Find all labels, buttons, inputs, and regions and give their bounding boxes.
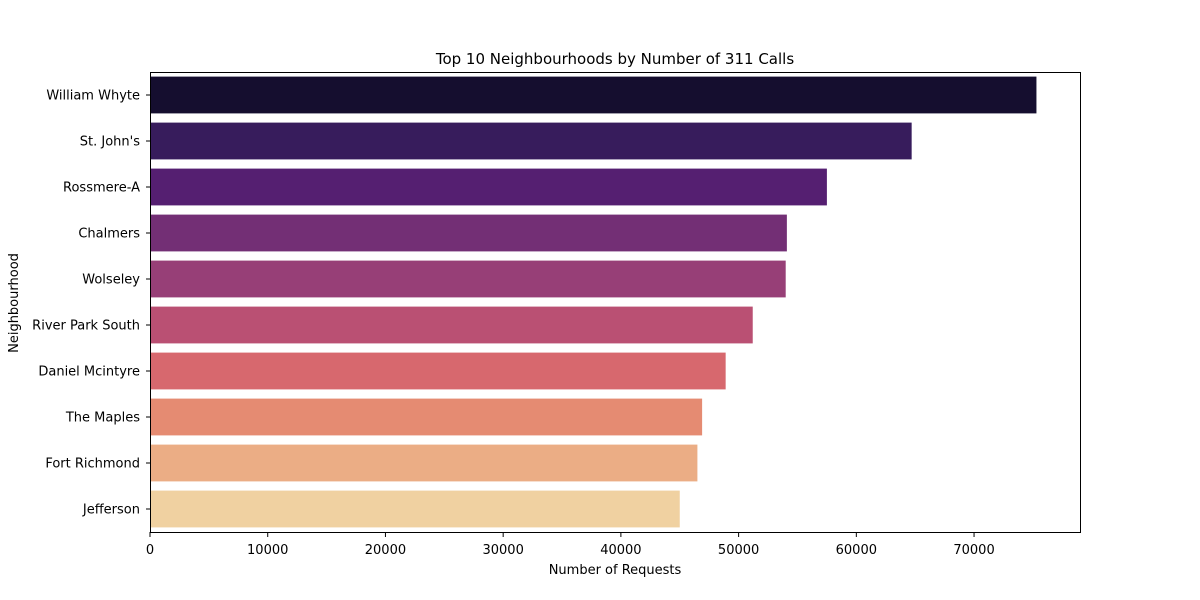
bar-river-park-south	[150, 306, 753, 344]
x-axis-label: Number of Requests	[549, 563, 682, 578]
y-tick-label: Chalmers	[78, 227, 140, 242]
y-tick-label: Daniel Mcintyre	[38, 365, 140, 380]
y-tick-label: Wolseley	[82, 273, 140, 288]
x-tick-label: 30000	[482, 543, 523, 558]
bar-chalmers	[150, 214, 787, 252]
bar-st-john-s	[150, 122, 912, 160]
bar-daniel-mcintyre	[150, 352, 726, 390]
y-tick-label: Fort Richmond	[45, 457, 140, 472]
x-tick-label: 0	[146, 543, 154, 558]
y-tick-label: William Whyte	[46, 89, 140, 104]
x-tick-label: 20000	[365, 543, 406, 558]
y-axis-categories: William Whyte St. John's Rossmere-A Chalmer…	[32, 89, 150, 518]
plot-frame	[150, 72, 1081, 533]
y-tick-label: Rossmere-A	[63, 181, 140, 196]
x-tick-label: 70000	[953, 543, 994, 558]
x-tick-label: 10000	[247, 543, 288, 558]
bar-william-whyte	[150, 76, 1037, 114]
x-axis-ticks: 0 10000 20000 30000 40000 50000 60000 70000	[146, 532, 995, 558]
y-axis-label: Neighbourhood	[7, 253, 22, 353]
bar-wolseley	[150, 260, 786, 298]
y-tick-label: Jefferson	[82, 503, 140, 518]
y-tick-label: River Park South	[32, 319, 140, 334]
y-tick-label: St. John's	[80, 135, 140, 150]
y-tick-label: The Maples	[65, 411, 140, 426]
bar-rossmere-a	[150, 168, 827, 206]
bar-jefferson	[150, 490, 680, 528]
bar-the-maples	[150, 398, 703, 436]
x-tick-label: 40000	[600, 543, 641, 558]
chart-title: Top 10 Neighbourhoods by Number of 311 C…	[435, 50, 794, 68]
bars-layer	[150, 76, 1037, 528]
bar-fort-richmond	[150, 444, 698, 482]
x-tick-label: 60000	[836, 543, 877, 558]
x-tick-label: 50000	[718, 543, 759, 558]
